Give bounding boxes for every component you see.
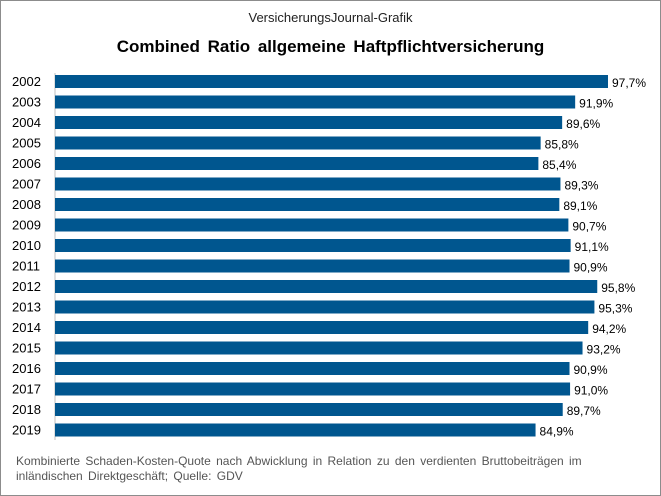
bar-2007 — [55, 177, 561, 191]
bar-2015 — [55, 341, 583, 355]
data-label-2006: 85,4% — [542, 158, 576, 172]
y-tick-label: 2011 — [12, 259, 40, 274]
y-tick-label: 2012 — [12, 279, 41, 294]
y-tick-label: 2015 — [12, 341, 41, 356]
y-tick-label: 2006 — [12, 156, 41, 171]
data-label-2018: 89,7% — [567, 404, 601, 418]
data-label-2014: 94,2% — [592, 322, 626, 336]
y-tick-label: 2004 — [12, 115, 41, 130]
bar-2005 — [55, 136, 541, 150]
bar-2003 — [55, 95, 576, 109]
data-label-2011: 90,9% — [574, 261, 608, 275]
y-tick-label: 2019 — [12, 423, 41, 438]
bar-2012 — [55, 280, 598, 293]
bar-2010 — [55, 239, 571, 252]
y-tick-label: 2005 — [12, 136, 41, 151]
data-label-2017: 91,0% — [574, 384, 608, 398]
y-tick-label: 2018 — [12, 402, 41, 417]
y-tick-label: 2013 — [12, 300, 41, 315]
bar-2006 — [55, 157, 539, 170]
chart-source: VersicherungsJournal-Grafik — [248, 10, 413, 25]
y-tick-label: 2017 — [12, 382, 41, 397]
bar-2018 — [55, 403, 563, 416]
data-label-2016: 90,9% — [574, 363, 608, 377]
bar-2011 — [55, 259, 570, 273]
bar-2013 — [55, 300, 595, 314]
y-tick-label: 2002 — [12, 74, 41, 89]
data-label-2008: 89,1% — [563, 199, 597, 213]
y-tick-label: 2003 — [12, 95, 41, 110]
chart-footnote: Kombinierte Schaden-Kosten-Quote nach Ab… — [16, 454, 582, 483]
data-label-2003: 91,9% — [579, 97, 613, 111]
bar-2016 — [55, 362, 570, 375]
data-label-2009: 90,7% — [572, 220, 606, 234]
data-label-2015: 93,2% — [587, 343, 621, 357]
data-label-2004: 89,6% — [566, 117, 600, 131]
y-tick-label: 2009 — [12, 218, 41, 233]
y-tick-label: 2010 — [12, 238, 41, 253]
data-label-2007: 89,3% — [564, 179, 598, 193]
y-tick-label: 2016 — [12, 361, 41, 376]
bar-2017 — [55, 382, 571, 396]
chart-title: Combined Ratio allgemeine Haftpflichtver… — [116, 37, 545, 56]
data-label-2002: 97,7% — [612, 76, 646, 90]
bar-2014 — [55, 321, 589, 334]
bar-2008 — [55, 198, 560, 211]
bar-2009 — [55, 218, 569, 232]
bar-2004 — [55, 116, 563, 129]
y-tick-label: 2014 — [12, 320, 41, 335]
bar-2019 — [55, 423, 536, 437]
data-label-2010: 91,1% — [575, 240, 609, 254]
y-tick-label: 2007 — [12, 177, 41, 192]
data-label-2012: 95,8% — [601, 281, 635, 295]
data-label-2013: 95,3% — [598, 302, 632, 316]
bar-2002 — [55, 75, 608, 88]
data-label-2005: 85,8% — [545, 138, 579, 152]
data-label-2019: 84,9% — [540, 425, 574, 439]
y-tick-label: 2008 — [12, 197, 41, 212]
